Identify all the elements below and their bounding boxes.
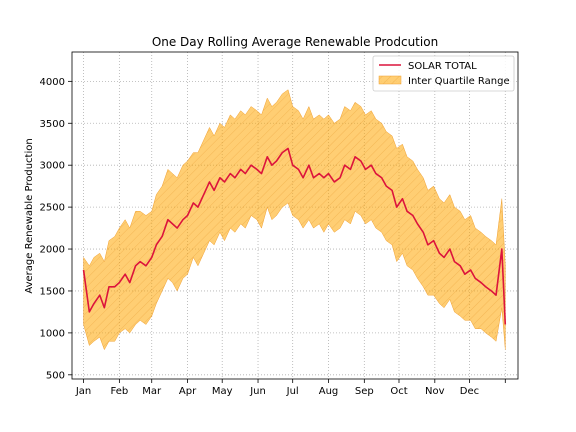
solar-total-line [82, 147, 507, 325]
y-tick-label: 1000 [40, 328, 65, 339]
y-axis-label: Average Renewable Production [24, 138, 35, 293]
x-tick-label: Sep [355, 386, 374, 397]
y-tick-label: 2000 [40, 245, 65, 256]
legend-label-iqr: Inter Quartile Range [408, 76, 510, 87]
legend-swatch-iqr-hatch [379, 76, 401, 84]
x-tick-label: Oct [390, 386, 407, 397]
x-tick-label: Feb [111, 386, 129, 397]
y-tick-label: 3500 [40, 119, 65, 130]
y-tick-label: 1500 [40, 286, 65, 297]
chart-title: One Day Rolling Average Renewable Prodcu… [152, 35, 438, 49]
x-tick-label: Jun [249, 386, 266, 397]
x-tick-label: Nov [425, 386, 445, 397]
x-tick-label: Apr [179, 386, 197, 397]
iqr-band-hatch [83, 89, 506, 350]
y-tick-label: 3000 [40, 161, 65, 172]
x-tick-label: Jan [75, 386, 91, 397]
x-tick-label: Mar [142, 386, 162, 397]
x-tick-label: May [212, 386, 233, 397]
legend: SOLAR TOTAL Inter Quartile Range [372, 55, 515, 92]
x-tick-label: Jul [286, 386, 299, 397]
x-tick-label: Dec [460, 386, 479, 397]
y-axis: 500 1000 1500 2000 2500 3000 3500 4000 [40, 77, 72, 381]
x-tick-label: Aug [319, 386, 339, 397]
legend-box [372, 55, 515, 92]
y-tick-label: 500 [46, 370, 65, 381]
x-axis: Jan Feb Mar Apr May Jun Jul Aug Sep Oct Nov Dec [75, 379, 506, 397]
plot-frame [71, 51, 519, 380]
legend-label-solar: SOLAR TOTAL [408, 61, 477, 72]
y-tick-label: 4000 [40, 77, 65, 88]
y-tick-label: 2500 [40, 203, 65, 214]
